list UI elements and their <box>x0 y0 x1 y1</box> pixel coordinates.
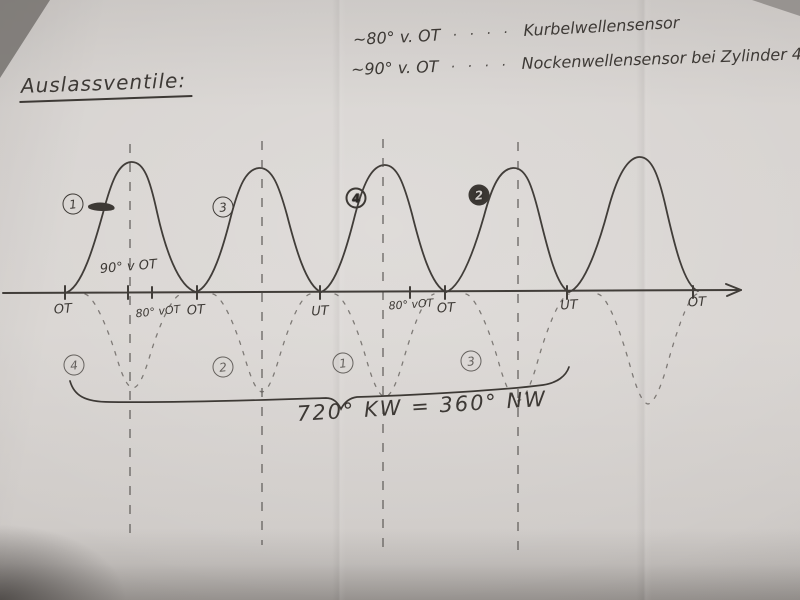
brace-720kw <box>69 366 570 411</box>
valve-curve-cyl2 <box>445 167 570 293</box>
exhaust-valve-lift-curves <box>64 156 699 294</box>
note1-dots: · · · · <box>452 24 512 44</box>
note2-dots: · · · · <box>450 57 510 76</box>
axis-label: UT <box>310 303 330 320</box>
axis-arrowhead <box>725 283 742 297</box>
axis-line <box>2 289 742 294</box>
axis-ticks <box>64 285 694 300</box>
valve-curve-cyl3 <box>195 167 322 293</box>
crank-angle-axis <box>2 283 742 300</box>
valve-curve-extra <box>568 156 699 293</box>
vertical-guide-lines <box>129 139 519 552</box>
sketch-title: Auslassventile: <box>18 67 193 103</box>
dashed-curve-5 <box>597 293 698 405</box>
axis-label: OT <box>436 300 456 317</box>
axis-label: UT <box>559 297 579 314</box>
photo-corner-shadow <box>0 0 50 78</box>
note2-angle: ~90° v. OT <box>350 56 439 79</box>
valve-curve-cyl1 <box>64 161 197 294</box>
axis-label: OT <box>687 294 707 311</box>
axis-label: OT <box>53 301 73 318</box>
dashed-curve-3 <box>334 293 435 398</box>
axis-label: OT <box>186 302 206 319</box>
dashed-curve-4 <box>465 293 570 402</box>
photo-corner-shadow <box>752 0 800 16</box>
valve-curve-cyl4 <box>320 164 447 293</box>
pointer-arrow-cyl1 <box>87 202 115 211</box>
